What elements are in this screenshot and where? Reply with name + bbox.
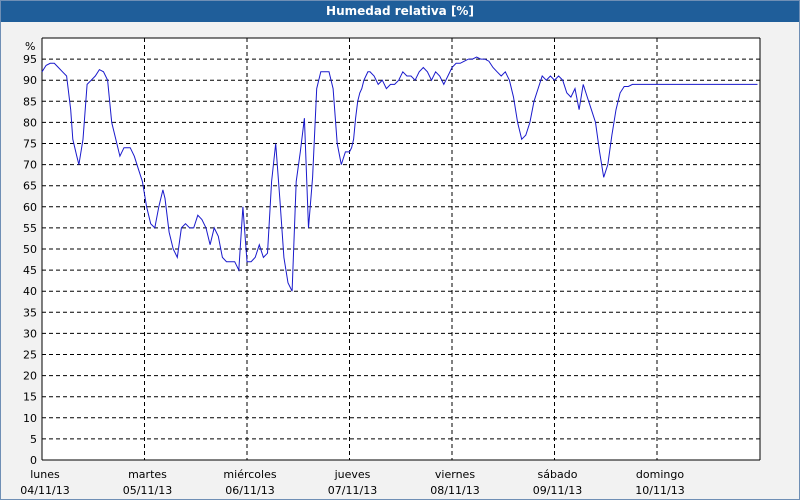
y-tick-label: 40	[23, 285, 37, 298]
x-tick-date: 09/11/13	[533, 484, 582, 497]
y-tick-label: 45	[23, 264, 37, 277]
x-tick-date: 10/11/13	[635, 484, 684, 497]
axes	[41, 37, 761, 461]
y-tick-label: 0	[30, 454, 37, 467]
grid	[42, 38, 760, 460]
x-tick-date: 06/11/13	[225, 484, 274, 497]
series	[41, 56, 758, 292]
y-tick-label: 35	[23, 306, 37, 319]
x-tick-date: 07/11/13	[328, 484, 377, 497]
y-tick-label: 75	[23, 138, 37, 151]
x-tick-day: sábado	[538, 468, 578, 481]
y-tick-label: 95	[23, 53, 37, 66]
x-tick-day: lunes	[30, 468, 60, 481]
y-tick-label: 10	[23, 412, 37, 425]
y-tick-labels: 0 5 10 15 20 25 30 35 40 45 50 55 60 65 70 75 80 85 90 95	[23, 53, 37, 467]
x-tick-date: 08/11/13	[430, 484, 479, 497]
y-tick-label: 25	[23, 349, 37, 362]
y-tick-label: 70	[23, 159, 37, 172]
y-tick-label: 60	[23, 201, 37, 214]
x-tick-date: 05/11/13	[123, 484, 172, 497]
y-tick-label: 50	[23, 243, 37, 256]
x-tick-labels: lunes 04/11/13 martes 05/11/13 miércoles 06/1…	[20, 468, 684, 497]
x-tick-day: jueves	[334, 468, 371, 481]
humidity-line	[41, 56, 758, 292]
y-tick-label: 5	[30, 433, 37, 446]
y-tick-label: 20	[23, 370, 37, 383]
y-axis-label: %	[25, 40, 35, 53]
y-tick-label: 30	[23, 327, 37, 340]
y-tick-label: 90	[23, 74, 37, 87]
x-tick-day: viernes	[435, 468, 475, 481]
x-tick-day: miércoles	[223, 468, 276, 481]
y-tick-label: 55	[23, 222, 37, 235]
x-tick-date: 04/11/13	[20, 484, 69, 497]
chart-title: Humedad relativa [%]	[1, 1, 799, 22]
y-tick-label: 80	[23, 116, 37, 129]
y-tick-label: 15	[23, 391, 37, 404]
x-tick-day: martes	[128, 468, 167, 481]
y-tick-label: 85	[23, 95, 37, 108]
x-tick-day: domingo	[636, 468, 684, 481]
y-tick-label: 65	[23, 180, 37, 193]
